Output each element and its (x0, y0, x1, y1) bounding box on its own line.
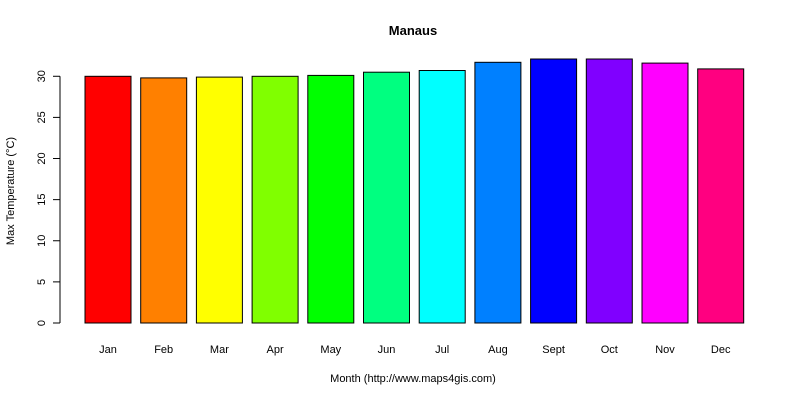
y-tick-label: 20 (36, 152, 48, 164)
bars-group (84, 58, 745, 324)
bar-jan (84, 75, 132, 324)
x-tick-label: May (320, 344, 341, 356)
x-category-labels: Jan Feb Mar Apr May Jun Jul Aug Sept Oct Nov Dec (99, 344, 731, 356)
x-tick-label: Apr (267, 344, 284, 356)
y-tick-label: 0 (36, 320, 48, 326)
x-tick-label: Jun (378, 344, 396, 356)
bar-jul (418, 70, 466, 324)
y-tick-label: 5 (36, 279, 48, 285)
bar-apr (251, 75, 299, 324)
x-tick-label: Dec (711, 344, 731, 356)
y-tick-label: 15 (36, 194, 48, 206)
y-axis-label: Max Temperature (°C) (5, 137, 17, 245)
x-tick-label: Nov (655, 344, 675, 356)
bar-nov (641, 62, 689, 324)
x-tick-label: Feb (154, 344, 173, 356)
bar-mar (195, 76, 243, 324)
bar-aug (474, 61, 522, 324)
bar-may (307, 74, 355, 324)
x-tick-label: Oct (601, 344, 618, 356)
x-tick-label: Sept (542, 344, 565, 356)
bar-dec (697, 68, 745, 324)
chart-title: Manaus (389, 23, 437, 38)
y-tick-label: 25 (36, 111, 48, 123)
y-axis: 0 5 10 15 20 25 30 (36, 70, 61, 326)
bar-sept (530, 58, 578, 324)
x-tick-label: Mar (210, 344, 229, 356)
x-tick-label: Jan (99, 344, 117, 356)
bar-oct (585, 58, 633, 324)
bar-jun (363, 71, 410, 324)
x-tick-label: Aug (488, 344, 508, 356)
bar-feb (140, 77, 188, 324)
y-tick-label: 10 (36, 235, 48, 247)
x-tick-label: Jul (435, 344, 449, 356)
x-axis-label: Month (http://www.maps4gis.com) (330, 373, 496, 385)
y-tick-label: 30 (36, 70, 48, 82)
